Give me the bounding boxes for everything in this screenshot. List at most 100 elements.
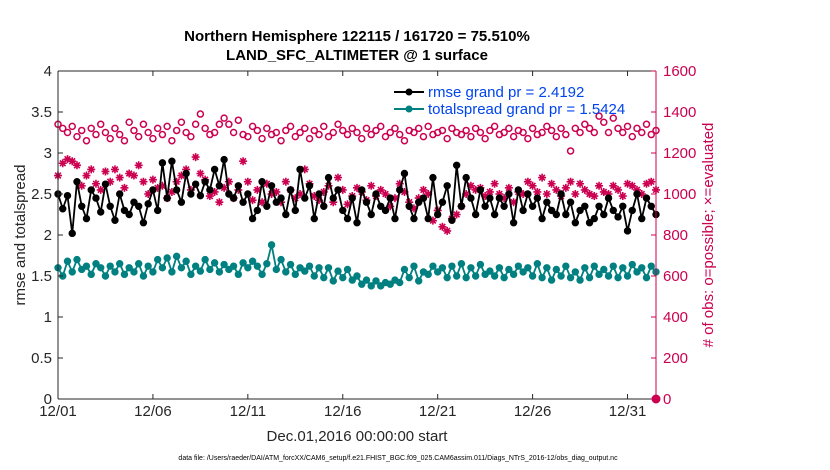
obs-evaluated-point [125, 169, 134, 178]
rmse-point [405, 202, 413, 211]
obs-evaluated-point [315, 196, 324, 205]
obs-evaluated-point [353, 183, 361, 192]
obs-evaluated-point [590, 192, 599, 201]
rmse-point [111, 216, 119, 224]
rmse-point [362, 198, 371, 206]
totalspread-point [566, 273, 575, 282]
totalspread-point [528, 272, 537, 280]
x-axis-ticks: 12/01 12/06 12/11 12/16 12/21 12/26 12/31 [39, 71, 646, 420]
y-axis-right-label: # of obs: o=possible; ×=evaluated [700, 123, 717, 348]
rmse-point [543, 198, 551, 206]
y-right-tick-label: 600 [663, 268, 688, 285]
totalspread-point [590, 262, 599, 270]
rmse-point [225, 190, 233, 198]
obs-evaluated-point [400, 187, 409, 196]
obs-evaluated-point [528, 181, 537, 190]
obs-evaluated-point [134, 161, 143, 170]
obs-possible-point [215, 120, 224, 129]
totalspread-point [495, 264, 504, 272]
obs-evaluated-point [144, 190, 153, 198]
obs-possible-point [609, 114, 618, 122]
y-right-tick-label: 0 [663, 391, 671, 408]
totalspread-point [291, 270, 300, 279]
obs-possible-point [310, 126, 319, 135]
obs-evaluated-point [343, 200, 352, 209]
obs-possible-point [604, 128, 613, 137]
totalspread-point [414, 277, 423, 285]
obs-evaluated-point [234, 185, 243, 194]
rmse-point [633, 190, 641, 198]
obs-evaluated-point [595, 181, 604, 190]
obs-possible-point [585, 124, 594, 133]
totalspread-point [595, 270, 603, 279]
obs-possible-point [248, 122, 257, 131]
rmse-point [381, 206, 390, 215]
rmse-point [87, 186, 95, 194]
obs-possible-point [191, 120, 200, 129]
obs-evaluated-point [466, 181, 475, 190]
obs-possible-point [263, 124, 271, 133]
obs-possible-point [462, 126, 470, 135]
totalspread-point [282, 268, 290, 276]
obs-evaluated-point [129, 171, 138, 180]
obs-evaluated-point [58, 159, 67, 168]
obs-evaluated-point [82, 171, 91, 180]
obs-evaluated-point [258, 198, 267, 207]
obs-possible-point [353, 128, 361, 137]
obs-possible-point [414, 124, 423, 133]
obs-evaluated-point [428, 216, 437, 225]
rmse-point [353, 219, 361, 227]
rmse-point [78, 202, 86, 211]
totalspread-point [239, 259, 247, 267]
obs-possible-point [628, 132, 637, 141]
rmse-point [647, 202, 655, 211]
rmse-point [320, 202, 328, 211]
rmse-point [139, 219, 148, 227]
totalspread-point [410, 262, 418, 270]
rmse-point [210, 165, 219, 174]
rmse-point [348, 194, 356, 202]
totalspread-point [301, 267, 309, 275]
obs-possible-point [647, 130, 656, 139]
totalspread-point [500, 273, 508, 282]
obs-evaluated-point [367, 181, 376, 190]
y-left-tick-label: 4 [44, 63, 52, 80]
totalspread-point [92, 260, 100, 268]
rmse-point [125, 210, 133, 219]
obs-possible-point [324, 132, 333, 141]
totalspread-point [187, 270, 195, 279]
obs-possible-point [272, 128, 281, 137]
obs-evaluated-point [633, 185, 642, 194]
obs-possible-point [82, 136, 91, 145]
rmse-point [372, 190, 380, 198]
totalspread-point [467, 264, 475, 272]
obs-possible-point [547, 126, 556, 135]
obs-evaluated-point [220, 183, 229, 192]
obs-evaluated-point [210, 187, 219, 196]
obs-possible-point [92, 130, 100, 139]
totalspread-point [562, 262, 570, 270]
obs-possible-point [343, 130, 352, 139]
totalspread-point [144, 262, 152, 270]
totalspread-point [234, 270, 243, 279]
rmse-point [576, 206, 584, 215]
obs-evaluated-point [509, 198, 518, 207]
totalspread-point [106, 262, 114, 270]
y-left-tick-label: 0 [44, 391, 52, 408]
totalspread-point [120, 270, 129, 279]
totalspread-point [557, 272, 565, 280]
rmse-point [590, 214, 599, 223]
obs-possible-point [144, 128, 152, 137]
totalspread-point [614, 273, 622, 282]
rmse-point [452, 161, 461, 170]
rmse-point [533, 194, 542, 202]
rmse-point [433, 210, 442, 219]
totalspread-point [201, 255, 209, 264]
obs-evaluated-point [139, 177, 148, 186]
obs-evaluated-point [504, 183, 513, 192]
obs-possible-point [543, 122, 551, 131]
rmse-point [130, 198, 138, 206]
obs-possible-point [557, 124, 565, 133]
obs-possible-point [149, 134, 157, 143]
obs-evaluated-point [538, 173, 547, 182]
